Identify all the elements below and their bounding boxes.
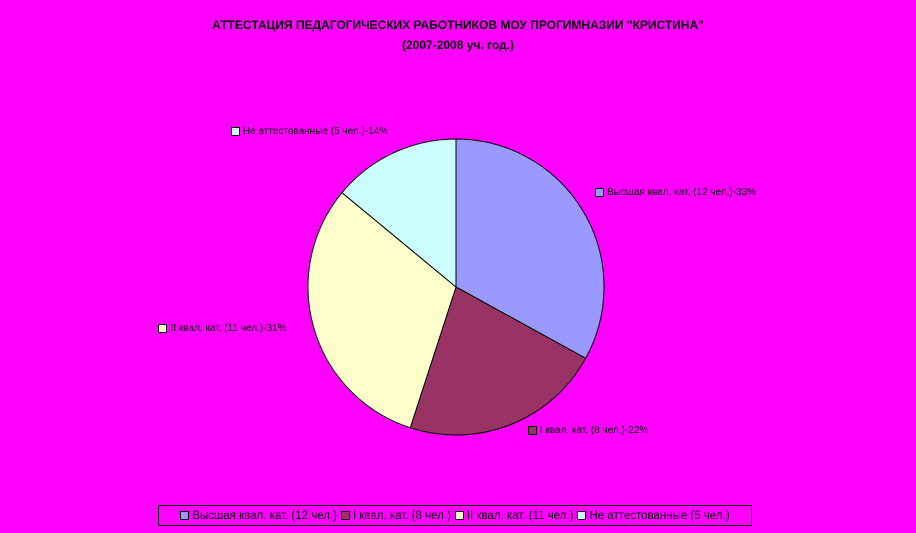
pie-slice — [341, 138, 457, 289]
label-swatch — [527, 425, 537, 435]
legend-swatch — [577, 510, 587, 520]
data-label-text: II квал. кат. (11 чел.)-31% — [170, 323, 287, 334]
legend-swatch — [454, 510, 464, 520]
data-label: Не аттестованные (5 чел.)-14% — [222, 125, 397, 138]
legend-label: II квал. кат. (11 чел.) — [466, 509, 574, 522]
legend-label: Высшая квал. кат. (12 чел.) — [192, 509, 337, 522]
label-swatch — [594, 187, 604, 197]
legend-item: I квал. кат. (8 чел.) — [340, 509, 451, 522]
data-label-text: I квал. кат. (8 чел.)-22% — [539, 425, 649, 436]
data-label-text: Не аттестованные (5 чел.)-14% — [242, 126, 389, 137]
pie-slice — [409, 286, 587, 436]
data-label: Высшая квал. кат. (12 чел.)-33% — [588, 186, 763, 199]
legend-swatch — [340, 510, 350, 520]
pie-slice — [455, 138, 605, 359]
legend-item: Высшая квал. кат. (12 чел.) — [180, 510, 337, 522]
data-label: II квал. кат. (11 чел.)-31% — [130, 322, 315, 335]
label-swatch — [158, 323, 168, 333]
label-swatch — [230, 126, 240, 136]
chart-subtitle: (2007-2008 уч. год.) — [402, 38, 514, 52]
legend: Высшая квал. кат. (12 чел.) I квал. кат. … — [158, 505, 752, 526]
chart-title: АТТЕСТАЦИЯ ПЕДАГОГИЧЕСКИХ РАБОТНИКОВ МОУ… — [212, 18, 704, 32]
legend-item: II квал. кат. (11 чел.) — [454, 509, 574, 522]
pie-slice — [307, 191, 457, 429]
legend-label: I квал. кат. (8 чел.) — [352, 509, 451, 522]
legend-label: Не аттестованные (5 чел.) — [589, 509, 730, 522]
legend-swatch — [180, 510, 190, 520]
data-label: I квал. кат. (8 чел.)-22% — [508, 424, 668, 437]
legend-item: Не аттестованные (5 чел.) — [577, 509, 730, 522]
data-label-text: Высшая квал. кат. (12 чел.)-33% — [606, 187, 757, 198]
